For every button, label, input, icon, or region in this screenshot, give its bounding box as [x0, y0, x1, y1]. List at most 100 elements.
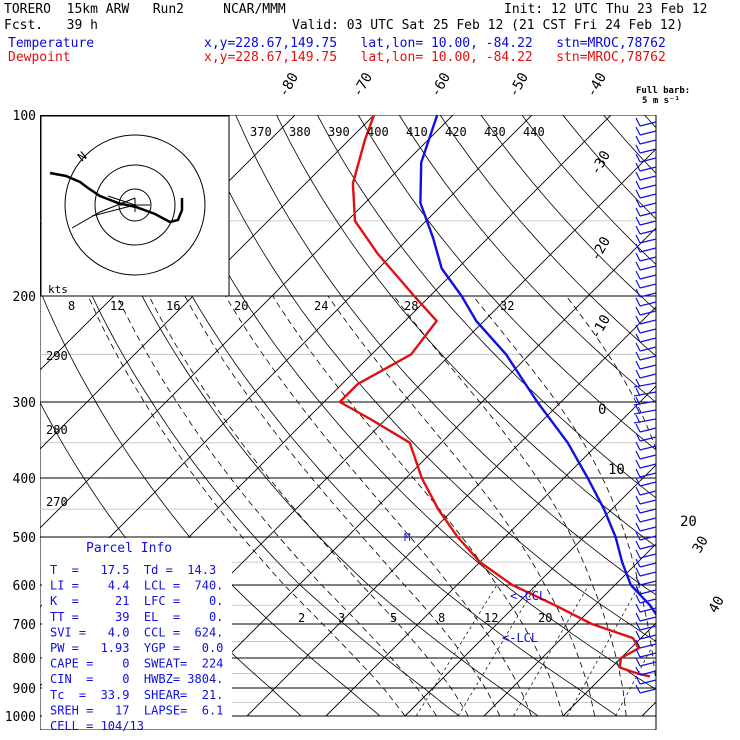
wind-barb-flag [635, 207, 641, 217]
init-time: Init: 12 UTC Thu 23 Feb 12 [504, 2, 708, 17]
pressure-tick-label: 700 [13, 618, 36, 633]
wind-barb-flag [635, 675, 641, 685]
dry-adiabat-line [276, 115, 656, 547]
wind-barb-flag [635, 171, 641, 181]
wind-barb [639, 202, 657, 208]
mixing-ratio-label: 5 [390, 611, 397, 625]
moist-adiabat-line [327, 295, 595, 717]
wind-barb-flag [635, 531, 641, 541]
hodograph-ring [118, 188, 152, 222]
parcel-row: TT = 39 EL = 0. [50, 610, 223, 624]
wind-barb [639, 130, 657, 136]
wind-barb-flag [635, 126, 641, 136]
mixing-ratio-line [566, 584, 640, 717]
hodograph-ring [64, 134, 206, 276]
theta-label: 420 [445, 125, 467, 139]
wind-barb-flag [635, 306, 641, 316]
wind-barb [639, 607, 657, 613]
isotherm-line [40, 115, 533, 608]
wind-barb-flag [635, 495, 641, 505]
wind-barb-flag [635, 486, 641, 496]
wind-barb [639, 490, 657, 496]
wind-barb-flag [635, 261, 641, 271]
sounding-series: M [338, 115, 656, 678]
parcel-row: SVI = 4.0 CCL = 624. [50, 625, 223, 639]
dry-adiabat-line [112, 115, 650, 717]
wind-barb [639, 562, 657, 568]
hodograph-speed-tick: 28 [404, 299, 418, 313]
wind-barb [639, 229, 657, 235]
parcel-row: T = 17.5 Td = 14.3 [50, 563, 216, 577]
hodograph-ring [94, 164, 176, 246]
theta-label: 380 [289, 125, 311, 139]
wind-barb [639, 589, 657, 595]
wind-barb [633, 391, 657, 397]
parcel-row: CAPE = 0 SWEAT= 224 [50, 657, 223, 671]
moist-adiabat-line [667, 296, 725, 716]
wind-barb [639, 499, 657, 505]
dry-adiabat-line [71, 115, 570, 717]
isotherm-label: -80 [276, 70, 303, 100]
wind-barb [639, 427, 657, 433]
wind-barb-flag [635, 621, 641, 631]
wind-barb-flag [635, 441, 641, 451]
wind-barb-flag [635, 369, 641, 379]
isotherm-line [40, 115, 375, 450]
wind-barb-flag [635, 387, 641, 397]
wind-barb [639, 256, 657, 262]
wind-barb-flag [635, 144, 641, 154]
wind-barb [633, 400, 657, 406]
wind-barb [639, 481, 657, 487]
isotherm-line [167, 227, 656, 717]
dry-adiabat-line [357, 115, 656, 451]
isotherm-label: -10 [588, 312, 615, 342]
parcel-info-box: Parcel Info T = 17.5 Td = 14.3 LI = 4.4 LC… [42, 538, 232, 733]
wind-barb-flag [635, 396, 641, 406]
wind-barb-flag [635, 540, 641, 550]
mixing-ratio-label: 8 [438, 611, 445, 625]
wind-barb-flag [635, 558, 641, 568]
wind-barb-flag [635, 153, 641, 163]
wind-barb-flag [635, 657, 641, 667]
wind-barb [639, 220, 657, 226]
wind-barb-flag [635, 405, 641, 415]
wind-barb [639, 472, 657, 478]
dry-adiabat-line [40, 150, 490, 717]
isotherm-line [721, 115, 740, 716]
wind-barb [639, 643, 657, 649]
wind-barb-flag [635, 630, 641, 640]
pressure-tick-label: 300 [13, 396, 36, 411]
model-title: TORERO 15km ARW Run2 NCAR/MMM [4, 2, 286, 17]
dry-adiabat-line [317, 115, 656, 499]
wind-barb [639, 157, 657, 163]
parcel-row: Tc = 33.9 SHEAR= 21. [50, 688, 223, 702]
wind-barb-flag [635, 234, 641, 244]
mixing-ratio-line [615, 638, 656, 717]
isotherm-label: -40 [584, 70, 611, 100]
isotherm-label: 10 [608, 462, 625, 478]
wind-barb [639, 544, 657, 550]
mixing-ratio-line [457, 584, 537, 717]
theta-label: 410 [406, 125, 428, 139]
pressure-tick-label: 900 [13, 682, 36, 697]
hodograph-speed-tick: 24 [314, 299, 328, 313]
hodograph-speed-tick: 20 [234, 299, 248, 313]
dry-adiabat-line [439, 115, 656, 357]
dry-adiabat-line [685, 115, 740, 716]
wind-barb [639, 517, 657, 523]
pressure-tick-label: 200 [13, 290, 36, 305]
wind-barb [639, 508, 657, 514]
wind-barb [633, 382, 657, 388]
wind-barb-flag [635, 189, 641, 199]
isotherm-label: -30 [588, 148, 615, 178]
hodograph-trace [49, 171, 184, 224]
wind-barb-flag [635, 333, 641, 343]
wind-barb-flag [635, 648, 641, 658]
dry-adiabat-line [603, 115, 656, 174]
wind-barb-flag [635, 585, 641, 595]
dry-adiabat-line [194, 115, 656, 643]
wind-barb-flag [635, 198, 641, 208]
parcel-row: K = 21 LFC = 0. [50, 594, 223, 608]
isotherm-line [562, 622, 656, 717]
dry-adiabat-label: 270 [46, 495, 68, 509]
